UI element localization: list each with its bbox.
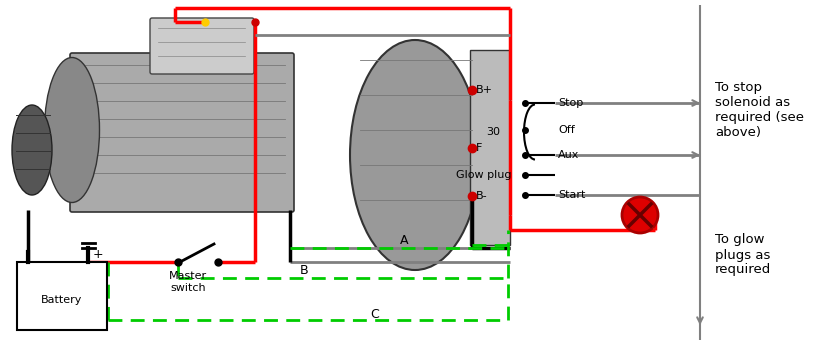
- Circle shape: [622, 197, 658, 233]
- Text: Aux: Aux: [558, 150, 580, 160]
- Text: To glow
plugs as
required: To glow plugs as required: [715, 234, 771, 277]
- Text: A: A: [400, 234, 409, 246]
- Bar: [17, 262, 107, 330]
- Bar: [470, 50, 510, 245]
- Text: Glow plug: Glow plug: [456, 170, 512, 180]
- Text: B+: B+: [476, 85, 493, 95]
- Ellipse shape: [350, 40, 480, 270]
- Text: Stop: Stop: [558, 98, 583, 108]
- Ellipse shape: [12, 105, 52, 195]
- Text: Off: Off: [558, 125, 575, 135]
- Ellipse shape: [44, 57, 100, 203]
- Text: B: B: [300, 263, 309, 277]
- Text: To stop
solenoid as
required (see
above): To stop solenoid as required (see above): [715, 81, 804, 139]
- FancyBboxPatch shape: [70, 53, 294, 212]
- Text: 30: 30: [486, 127, 500, 137]
- Text: +: +: [93, 248, 104, 261]
- Text: Master
switch: Master switch: [169, 271, 207, 293]
- Text: B-: B-: [476, 191, 487, 201]
- Text: F: F: [476, 143, 482, 153]
- Text: Start: Start: [558, 190, 586, 200]
- Text: Battery: Battery: [41, 295, 83, 305]
- FancyBboxPatch shape: [150, 18, 254, 74]
- Text: C: C: [370, 308, 378, 322]
